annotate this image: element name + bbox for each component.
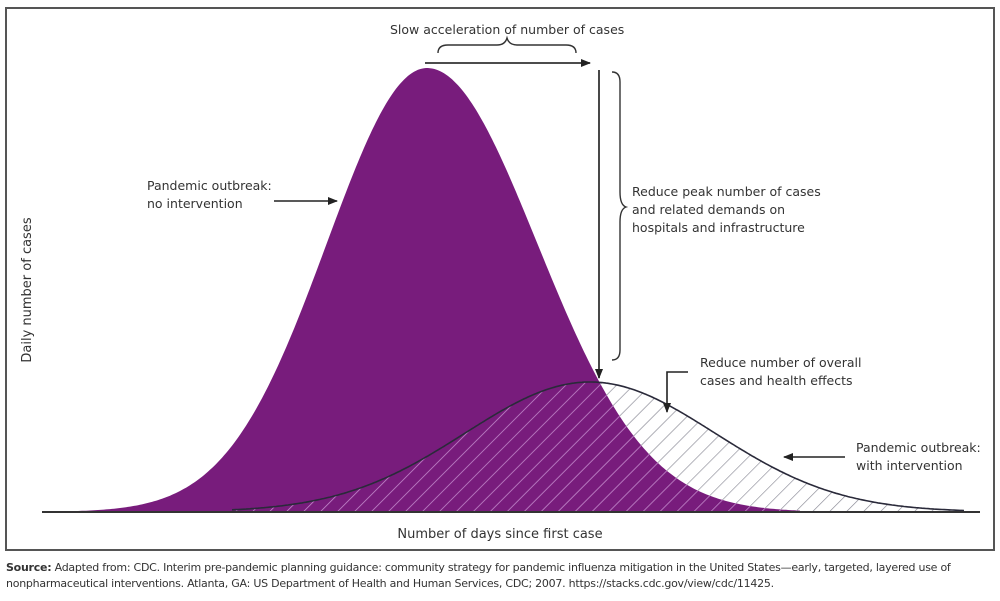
source-prefix: Source:	[6, 561, 52, 574]
source-citation: Source: Adapted from: CDC. Interim pre-p…	[6, 560, 996, 592]
with-intervention-curve	[231, 381, 965, 512]
reduce-peak-label-3: hospitals and infrastructure	[632, 220, 805, 235]
figure-frame	[5, 7, 995, 551]
with-intervention-label-1: Pandemic outbreak:	[856, 440, 981, 455]
epidemic-curve-chart: Slow acceleration of number of cases Red…	[20, 22, 981, 542]
no-intervention-label-1: Pandemic outbreak:	[147, 178, 272, 193]
no-intervention-area	[42, 68, 800, 512]
with-intervention-label-2: with intervention	[856, 458, 963, 473]
reduce-peak-brace	[611, 71, 629, 361]
reduce-peak-label-1: Reduce peak number of cases	[632, 184, 821, 199]
x-axis-label: Number of days since first case	[397, 527, 602, 542]
reduce-overall-arrow	[663, 371, 688, 413]
reduce-peak-label-2: and related demands on	[632, 202, 785, 217]
slow-accel-brace	[437, 35, 577, 54]
y-axis-label: Daily number of cases	[20, 217, 35, 362]
no-intervention-label-2: no intervention	[147, 196, 243, 211]
reduce-overall-label-2: cases and health effects	[700, 373, 853, 388]
source-text: Adapted from: CDC. Interim pre-pandemic …	[6, 561, 951, 590]
reduce-overall-label-1: Reduce number of overall	[700, 355, 861, 370]
slow-accel-label: Slow acceleration of number of cases	[390, 22, 624, 37]
